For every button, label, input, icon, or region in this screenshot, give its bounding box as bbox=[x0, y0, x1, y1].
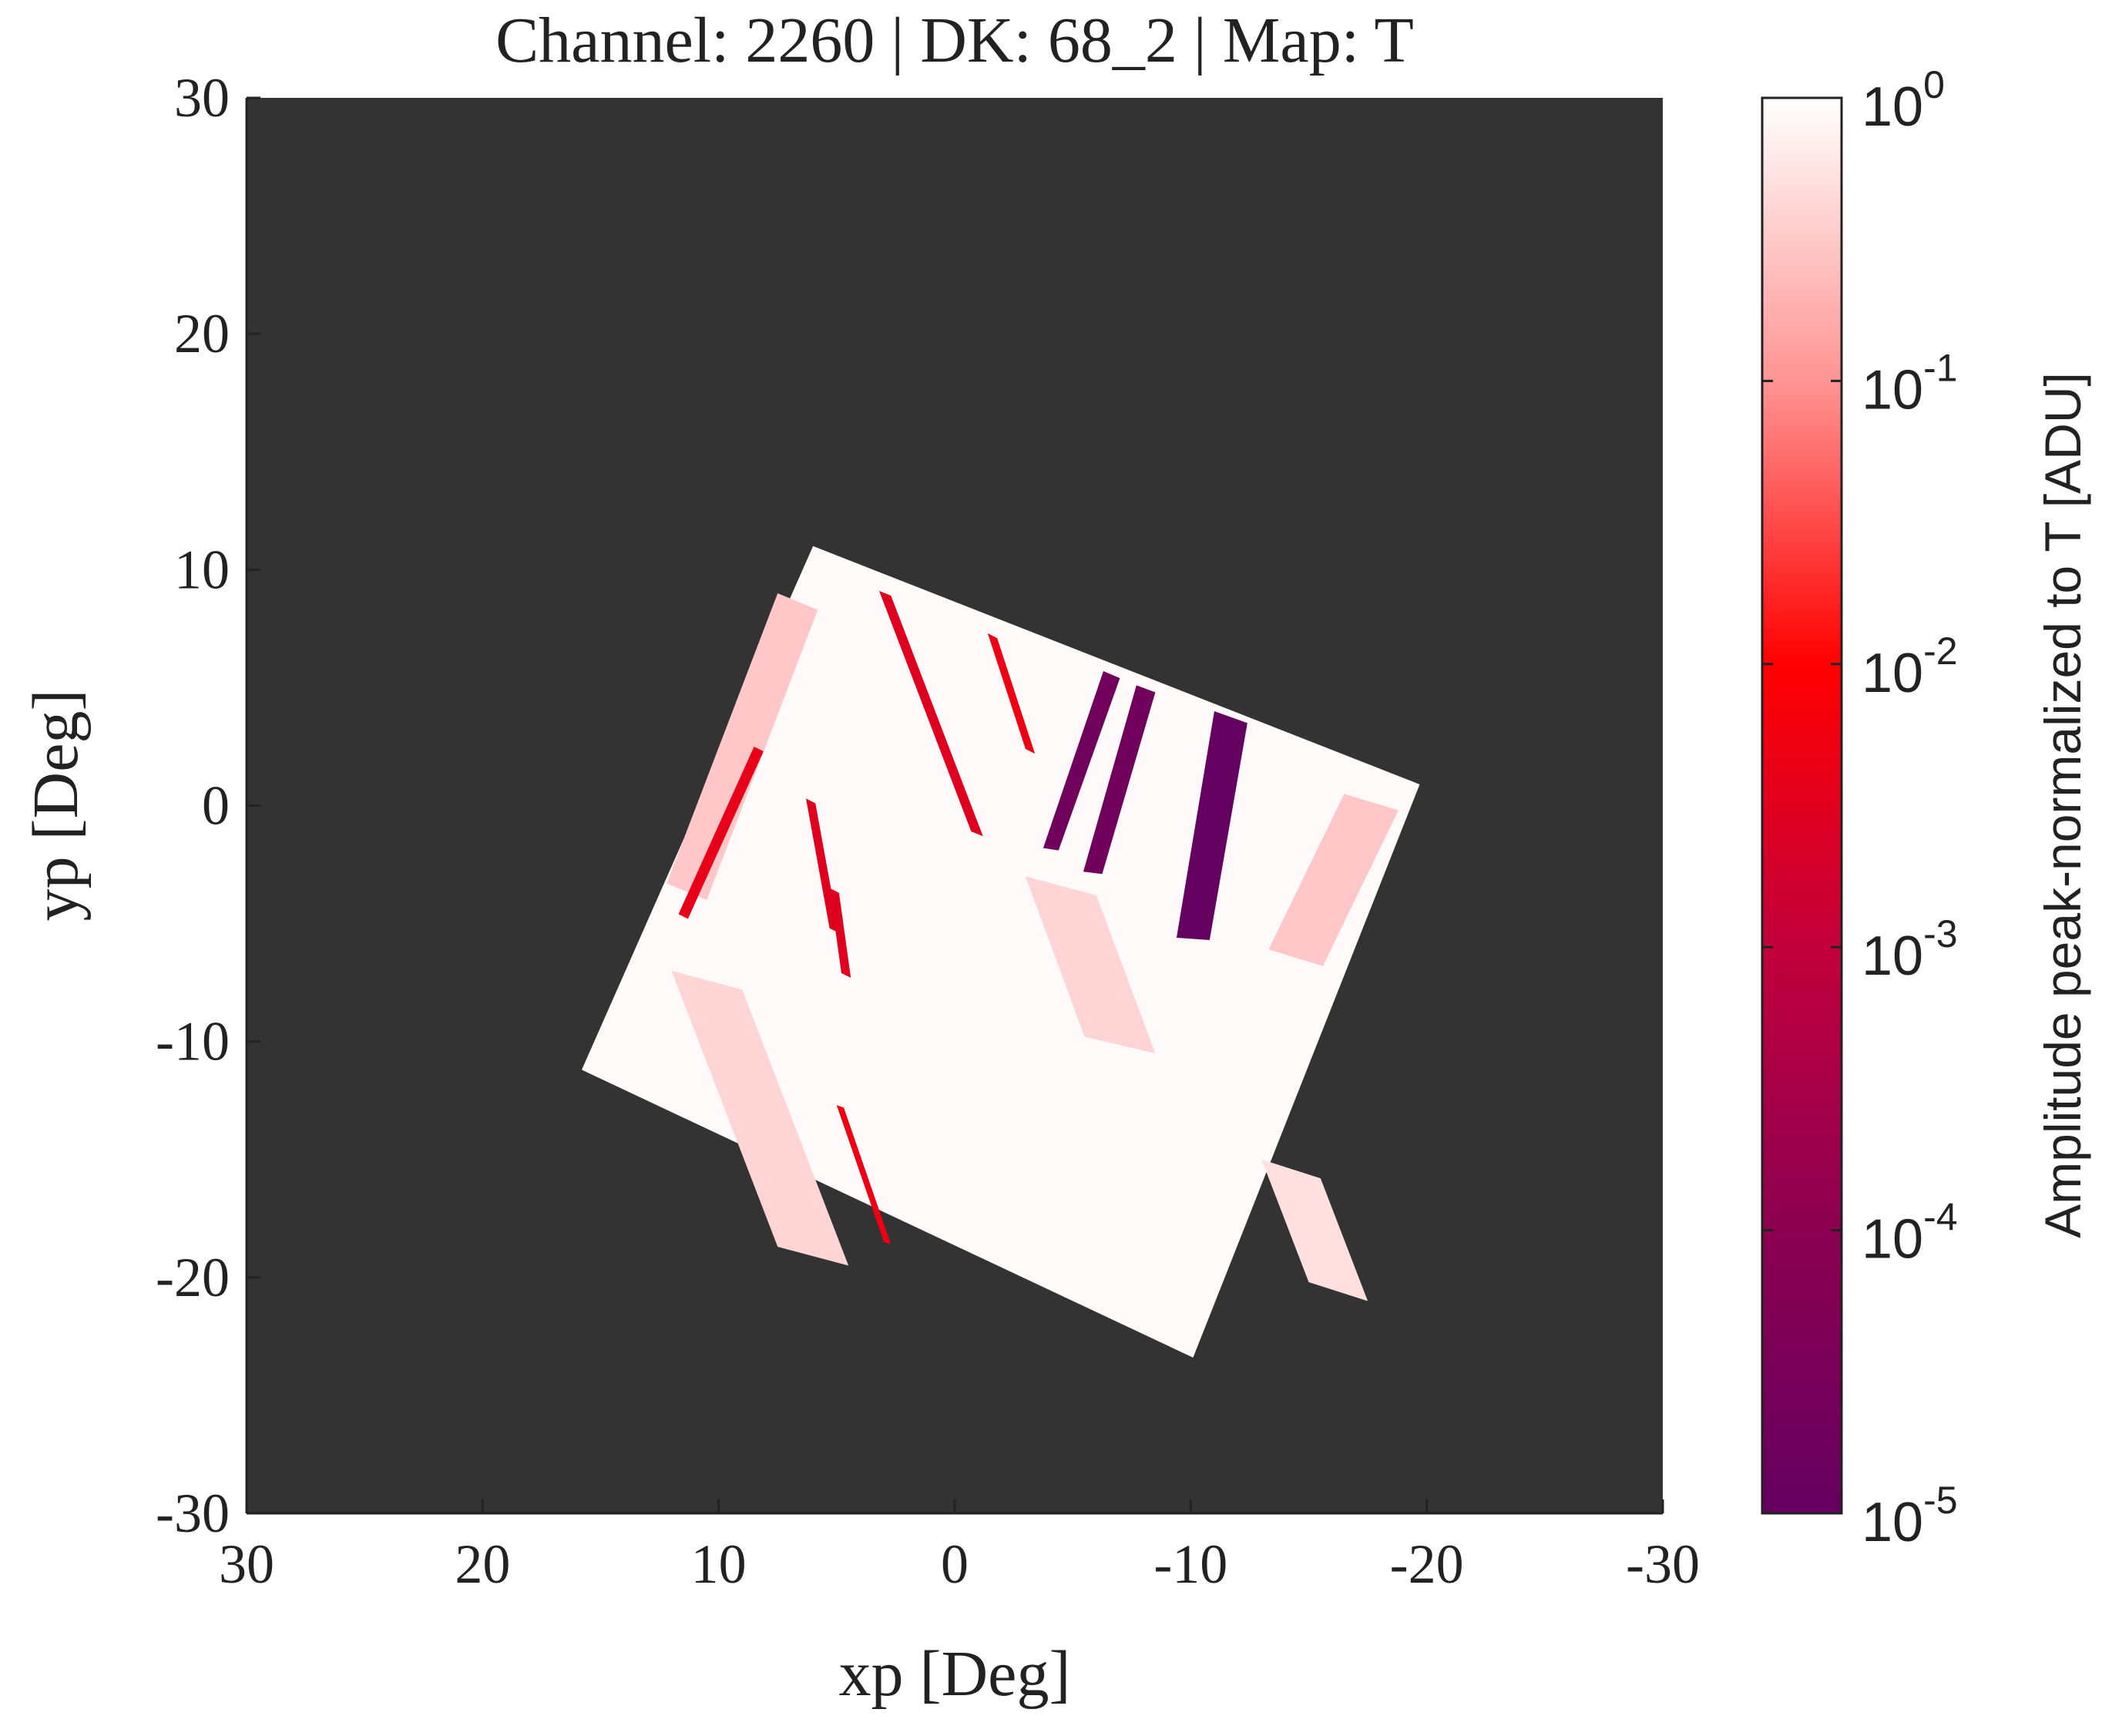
colorbar bbox=[1761, 96, 1843, 1515]
colorbar-tick-exponent: -2 bbox=[1923, 630, 1957, 673]
heatmap-cell bbox=[829, 888, 851, 979]
x-tick-label: -30 bbox=[1626, 1533, 1700, 1595]
heatmap-cell bbox=[671, 970, 849, 1266]
heatmap-cell bbox=[678, 746, 764, 919]
x-tick-label: -20 bbox=[1390, 1533, 1464, 1595]
heatmap-cell bbox=[667, 593, 818, 900]
colorbar-tick-base: 10 bbox=[1862, 1209, 1923, 1271]
colorbar-tick-exponent: -5 bbox=[1923, 1479, 1957, 1522]
y-tick-label: 10 bbox=[174, 539, 230, 600]
colorbar-tick-exponent: -1 bbox=[1923, 346, 1957, 389]
heatmap-cell bbox=[836, 1105, 892, 1244]
y-tick-label: -20 bbox=[156, 1247, 230, 1308]
y-tick-label: 20 bbox=[174, 303, 230, 364]
x-axis-label: xp [Deg] bbox=[839, 1638, 1071, 1710]
heatmap-cell bbox=[987, 633, 1036, 754]
heatmap-cell bbox=[1025, 876, 1156, 1053]
heatmap bbox=[581, 546, 1420, 1358]
y-tick-label: -30 bbox=[156, 1482, 230, 1544]
y-tick-label: 0 bbox=[202, 775, 230, 837]
colorbar-tick-base: 10 bbox=[1862, 1492, 1923, 1553]
x-tick-label: -10 bbox=[1153, 1533, 1227, 1595]
heatmap-cell bbox=[878, 590, 983, 837]
x-tick-label: 20 bbox=[455, 1533, 510, 1595]
colorbar-tick-base: 10 bbox=[1862, 359, 1923, 421]
heatmap-cell bbox=[1083, 685, 1156, 875]
x-tick-label: 10 bbox=[691, 1533, 747, 1595]
colorbar-tick-label: 10-5 bbox=[1862, 1479, 1958, 1553]
heatmap-cell bbox=[806, 798, 839, 933]
heatmap-cell bbox=[1176, 711, 1247, 941]
colorbar-tick-label: 100 bbox=[1862, 63, 1945, 138]
chart-title: Channel: 2260 | DK: 68_2 | Map: T bbox=[495, 5, 1414, 76]
colorbar-label: Amplitude peak-normalized to T [ADU] bbox=[2034, 372, 2091, 1238]
y-axis-label: yp [Deg] bbox=[20, 690, 92, 922]
heatmap-cell bbox=[1261, 1159, 1368, 1301]
colorbar-tick-base: 10 bbox=[1862, 643, 1923, 704]
heatmap-cell bbox=[1043, 670, 1120, 851]
colorbar-tick-exponent: -4 bbox=[1923, 1196, 1957, 1239]
colorbar-tick-base: 10 bbox=[1862, 925, 1923, 987]
colorbar-tick-label: 10-2 bbox=[1862, 630, 1958, 704]
heatmap-cell bbox=[1268, 794, 1399, 966]
colorbar-tick-label: 10-4 bbox=[1862, 1196, 1958, 1271]
x-tick-label: 30 bbox=[219, 1533, 274, 1595]
x-tick-label: 0 bbox=[941, 1533, 969, 1595]
y-tick-label: 30 bbox=[174, 67, 230, 129]
y-tick-label: -10 bbox=[156, 1011, 230, 1073]
colorbar-tick-exponent: -3 bbox=[1923, 912, 1957, 955]
colorbar-tick-label: 10-1 bbox=[1862, 346, 1958, 421]
colorbar-tick-exponent: 0 bbox=[1923, 63, 1945, 106]
colorbar-tick-base: 10 bbox=[1862, 76, 1923, 138]
colorbar-tick-label: 10-3 bbox=[1862, 912, 1958, 987]
